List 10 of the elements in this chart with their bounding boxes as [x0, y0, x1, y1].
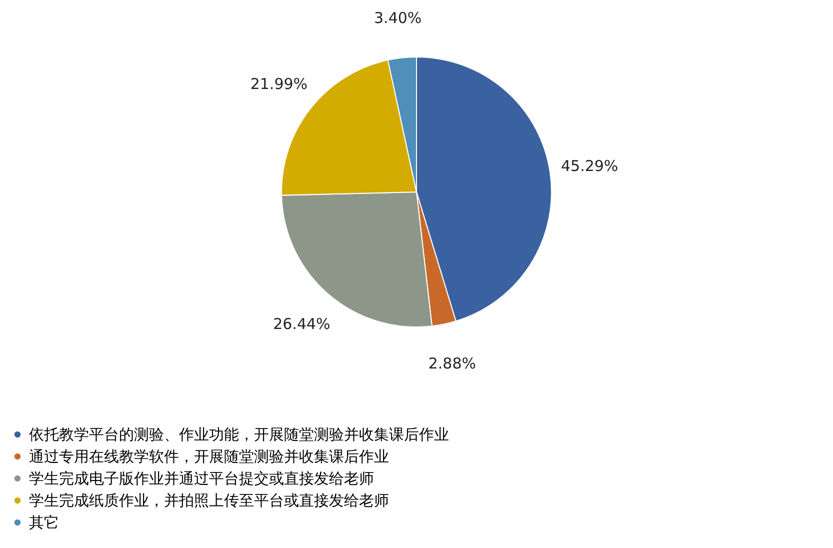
legend-label: 学生完成电子版作业并通过平台提交或直接发给老师	[29, 470, 374, 488]
legend-label: 学生完成纸质作业，并拍照上传至平台或直接发给老师	[29, 492, 389, 510]
legend-label: 通过专用在线教学软件，开展随堂测验并收集课后作业	[29, 448, 389, 466]
data-label: 21.99%	[250, 74, 308, 93]
legend-label: 其它	[29, 514, 59, 532]
data-label: 2.88%	[428, 354, 476, 372]
data-label: 45.29%	[560, 157, 618, 176]
data-label: 26.44%	[273, 315, 330, 334]
legend-label: 依托教学平台的测验、作业功能，开展随堂测验并收集课后作业	[29, 426, 449, 444]
data-label: 3.40%	[374, 8, 422, 27]
